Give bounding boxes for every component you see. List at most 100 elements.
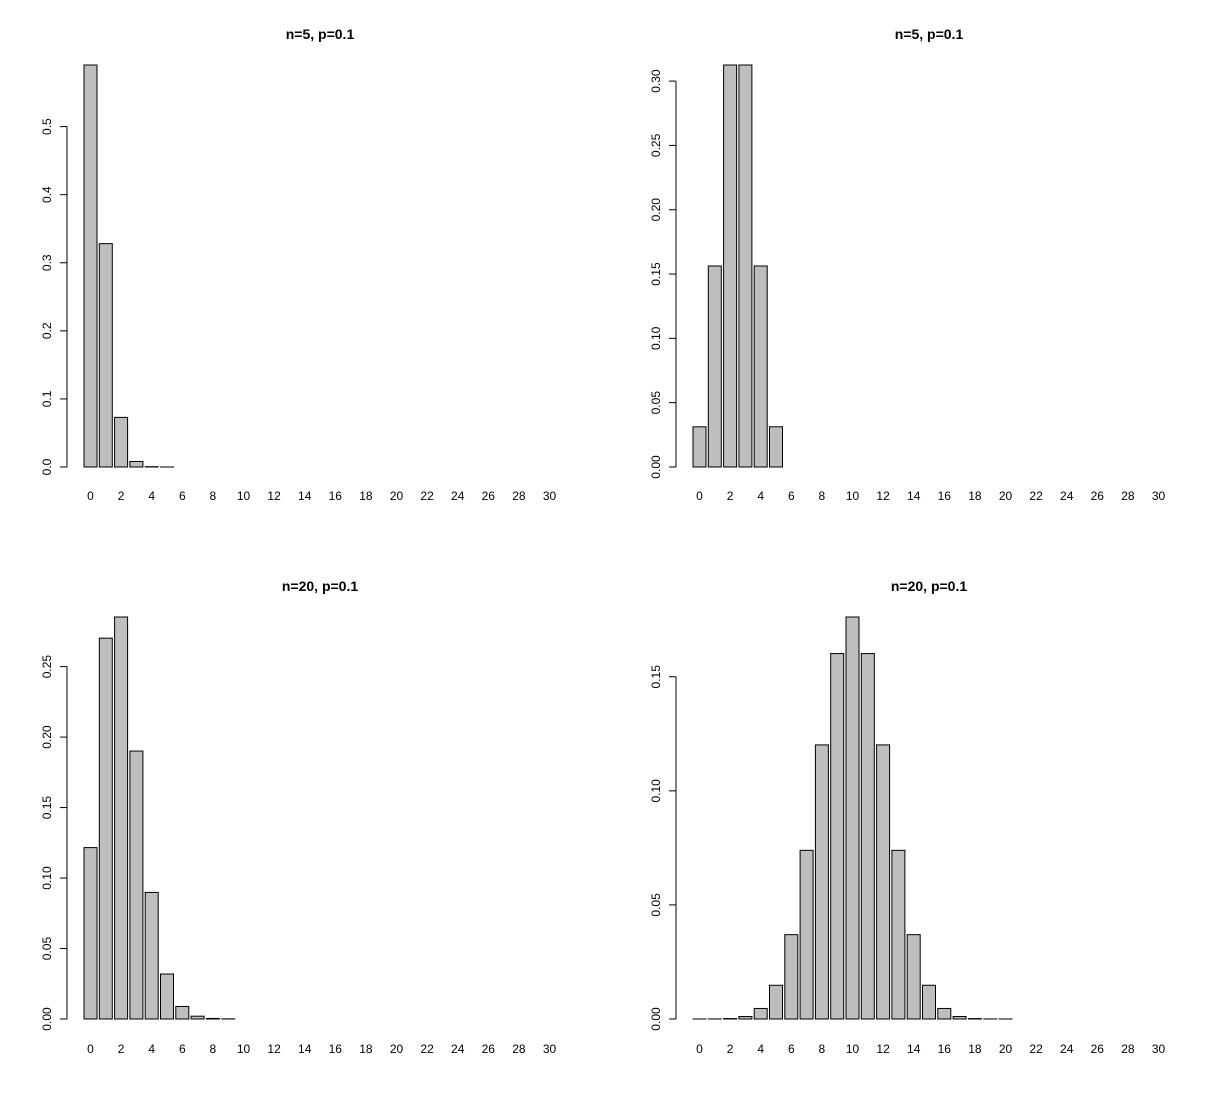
x-tick-label: 12 — [876, 1042, 890, 1056]
bar-11 — [861, 654, 874, 1019]
x-tick-label: 22 — [420, 489, 434, 503]
y-tick-label: 0.1 — [40, 390, 54, 407]
x-tick-label: 0 — [696, 1042, 703, 1056]
x-tick-label: 20 — [390, 489, 404, 503]
x-tick-label: 14 — [298, 1042, 312, 1056]
x-tick-label: 2 — [727, 1042, 734, 1056]
x-tick-label: 0 — [87, 489, 94, 503]
x-tick-label: 8 — [819, 489, 826, 503]
y-tick-label: 0.25 — [649, 133, 663, 157]
bar-5 — [770, 427, 783, 467]
bar-10 — [846, 617, 859, 1019]
x-tick-label: 26 — [1091, 1042, 1105, 1056]
y-tick-label: 0.4 — [40, 186, 54, 203]
x-tick-label: 16 — [329, 1042, 343, 1056]
x-tick-label: 26 — [1091, 489, 1105, 503]
bar-3 — [739, 1017, 752, 1019]
x-tick-label: 28 — [1121, 489, 1135, 503]
y-tick-label: 0.15 — [649, 665, 663, 689]
x-tick-label: 18 — [968, 1042, 982, 1056]
x-tick-label: 8 — [210, 489, 217, 503]
bar-2 — [115, 417, 128, 467]
x-tick-label: 16 — [329, 489, 343, 503]
x-tick-label: 22 — [420, 1042, 434, 1056]
bar-4 — [145, 892, 158, 1019]
y-tick-label: 0.05 — [40, 937, 54, 961]
y-tick-label: 0.05 — [649, 391, 663, 415]
bar-17 — [953, 1017, 966, 1019]
y-tick-label: 0.20 — [40, 725, 54, 749]
x-tick-label: 16 — [938, 1042, 952, 1056]
bar-6 — [785, 935, 798, 1019]
x-tick-label: 2 — [727, 489, 734, 503]
x-tick-label: 10 — [237, 1042, 251, 1056]
bar-3 — [130, 461, 143, 467]
x-tick-label: 24 — [1060, 1042, 1074, 1056]
chart-title: n=5, p=0.1 — [286, 26, 355, 42]
x-tick-label: 30 — [1152, 489, 1166, 503]
x-tick-label: 6 — [788, 1042, 795, 1056]
bar-3 — [130, 751, 143, 1019]
x-tick-label: 20 — [999, 1042, 1013, 1056]
x-tick-label: 20 — [999, 489, 1013, 503]
bar-8 — [206, 1018, 219, 1019]
y-tick-label: 0.5 — [40, 118, 54, 135]
x-tick-label: 14 — [907, 489, 921, 503]
bar-8 — [815, 745, 828, 1019]
bar-1 — [99, 244, 112, 467]
x-tick-label: 4 — [148, 1042, 155, 1056]
y-tick-label: 0.0 — [40, 458, 54, 475]
y-tick-label: 0.00 — [40, 1007, 54, 1031]
x-tick-label: 26 — [482, 489, 496, 503]
x-tick-label: 0 — [696, 489, 703, 503]
x-tick-label: 12 — [876, 489, 890, 503]
x-tick-label: 10 — [846, 1042, 860, 1056]
x-tick-label: 28 — [1121, 1042, 1135, 1056]
y-tick-label: 0.25 — [40, 655, 54, 679]
x-tick-label: 6 — [788, 489, 795, 503]
x-tick-label: 8 — [819, 1042, 826, 1056]
bar-9 — [831, 654, 844, 1019]
y-tick-label: 0.05 — [649, 893, 663, 917]
x-tick-label: 22 — [1029, 1042, 1043, 1056]
bar-0 — [693, 427, 706, 467]
chart-title: n=20, p=0.1 — [891, 578, 967, 594]
x-tick-label: 6 — [179, 1042, 186, 1056]
y-tick-label: 0.15 — [40, 796, 54, 820]
bar-3 — [739, 65, 752, 467]
y-tick-label: 0.00 — [649, 455, 663, 479]
x-tick-label: 18 — [359, 489, 373, 503]
y-tick-label: 0.20 — [649, 198, 663, 222]
x-tick-label: 4 — [148, 489, 155, 503]
x-tick-label: 0 — [87, 1042, 94, 1056]
bar-7 — [191, 1016, 204, 1019]
x-tick-label: 12 — [267, 489, 281, 503]
chart-title: n=20, p=0.1 — [282, 578, 358, 594]
x-tick-label: 14 — [298, 489, 312, 503]
x-tick-label: 2 — [118, 489, 125, 503]
bar-4 — [754, 266, 767, 467]
y-tick-label: 0.10 — [40, 866, 54, 890]
x-tick-label: 24 — [451, 489, 465, 503]
bar-6 — [176, 1006, 189, 1019]
y-tick-label: 0.2 — [40, 322, 54, 339]
x-tick-label: 12 — [267, 1042, 281, 1056]
bar-2 — [724, 65, 737, 467]
bar-16 — [938, 1008, 951, 1019]
bar-12 — [877, 745, 890, 1019]
x-tick-label: 4 — [757, 1042, 764, 1056]
bar-14 — [907, 935, 920, 1019]
bar-1 — [708, 266, 721, 467]
bar-5 — [161, 974, 174, 1019]
bar-5 — [770, 985, 783, 1019]
x-tick-label: 20 — [390, 1042, 404, 1056]
y-tick-label: 0.10 — [649, 779, 663, 803]
y-tick-label: 0.15 — [649, 262, 663, 286]
x-tick-label: 18 — [359, 1042, 373, 1056]
bar-1 — [99, 638, 112, 1019]
x-tick-label: 14 — [907, 1042, 921, 1056]
